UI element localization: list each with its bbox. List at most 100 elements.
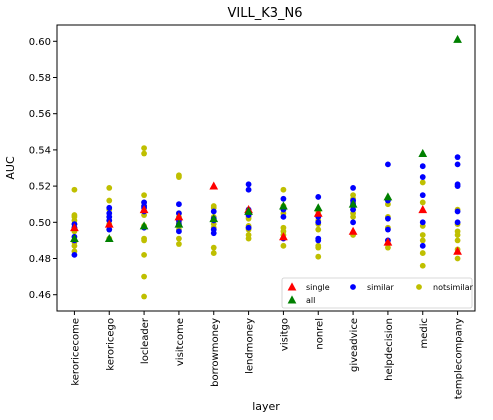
x-tick-label: lendmoney — [245, 318, 256, 374]
point-single — [174, 212, 184, 221]
point-single — [453, 246, 462, 255]
y-axis: 0.46 0.48 0.50 0.52 0.54 0.56 0.58 0.60 — [29, 37, 57, 301]
point-notsimilar — [419, 232, 426, 238]
x-axis: keroricecome keroricego locleader visitcome… — [70, 311, 465, 399]
y-tick-label: 0.48 — [29, 254, 51, 265]
y-tick-label: 0.56 — [29, 109, 51, 120]
chart-title: VILL_K3_N6 — [227, 6, 302, 21]
point-all — [139, 221, 149, 230]
legend-box — [281, 277, 473, 309]
point-notsimilar — [210, 244, 217, 251]
point-all — [209, 214, 219, 223]
point-similar — [106, 226, 113, 233]
legend-marker-single — [287, 282, 297, 291]
point-similar — [419, 242, 426, 249]
point-similar — [419, 192, 426, 199]
x-tick-label: templecompany — [454, 318, 465, 399]
x-tick-label: borrowmoney — [210, 318, 221, 387]
point-notsimilar — [176, 235, 182, 242]
x-tick-label: keroricego — [105, 318, 116, 371]
point-notsimilar — [210, 250, 217, 256]
legend-marker-all — [287, 295, 297, 304]
y-tick-label: 0.60 — [29, 37, 51, 48]
point-notsimilar — [141, 293, 147, 300]
point-similar — [454, 219, 461, 226]
x-tick-label: giveadvice — [349, 318, 360, 372]
y-axis-label: AUC — [4, 156, 17, 180]
x-tick-label: nonrel — [314, 318, 325, 350]
point-similar — [245, 186, 252, 193]
x-tick-label: visitcome — [175, 318, 186, 366]
point-similar — [385, 226, 391, 233]
point-similar — [106, 210, 113, 217]
point-similar — [280, 195, 287, 202]
point-notsimilar — [141, 273, 147, 280]
y-tick-label: 0.54 — [29, 145, 51, 156]
point-notsimilar — [245, 232, 252, 238]
point-single — [418, 205, 428, 214]
point-notsimilar — [419, 262, 426, 269]
point-notsimilar — [315, 253, 322, 260]
point-notsimilar — [141, 145, 147, 151]
point-similar — [419, 174, 426, 180]
point-notsimilar — [141, 235, 147, 242]
point-notsimilar — [419, 237, 426, 244]
point-similar — [350, 206, 356, 213]
point-all — [174, 219, 184, 228]
x-tick-label: locleader — [140, 317, 151, 364]
point-notsimilar — [280, 186, 287, 193]
point-single — [139, 205, 149, 214]
point-similar — [350, 219, 356, 226]
point-notsimilar — [315, 226, 322, 233]
point-similar — [419, 163, 426, 170]
x-axis-label: layer — [252, 400, 280, 413]
point-notsimilar — [210, 203, 217, 209]
point-similar — [245, 181, 252, 188]
point-similar — [210, 208, 217, 215]
x-tick-label: keroricecome — [70, 318, 81, 386]
point-notsimilar — [141, 192, 147, 199]
point-notsimilar — [419, 179, 426, 186]
point-notsimilar — [419, 250, 426, 256]
point-all — [418, 148, 428, 157]
point-all — [279, 201, 288, 210]
legend-label-all: all — [306, 296, 315, 305]
point-similar — [454, 208, 461, 215]
point-notsimilar — [454, 255, 461, 262]
y-tick-label: 0.50 — [29, 218, 51, 229]
x-tick-label: helpdecision — [384, 318, 395, 381]
point-similar — [315, 194, 322, 200]
point-notsimilar — [71, 212, 78, 218]
legend-marker-similar — [350, 284, 356, 290]
point-single — [313, 208, 323, 217]
point-notsimilar — [106, 197, 113, 204]
x-tick-label: visitgo — [279, 318, 290, 351]
point-similar — [176, 228, 182, 235]
point-notsimilar — [419, 199, 426, 206]
point-similar — [454, 181, 461, 188]
point-single — [70, 223, 79, 232]
legend-marker-notsimilar — [416, 284, 422, 290]
point-similar — [350, 185, 356, 191]
legend: single all similar notsimilar — [281, 277, 474, 309]
y-tick-label: 0.52 — [29, 182, 51, 193]
point-all — [453, 34, 462, 43]
point-all — [383, 192, 393, 201]
point-notsimilar — [176, 241, 182, 247]
point-similar — [245, 224, 252, 231]
point-notsimilar — [350, 192, 356, 199]
legend-label-similar: similar — [367, 283, 395, 292]
point-similar — [210, 226, 217, 233]
point-all — [313, 203, 323, 212]
point-similar — [106, 204, 113, 211]
point-single — [104, 219, 114, 228]
point-all — [244, 206, 253, 215]
data-points — [70, 34, 462, 300]
point-all — [70, 233, 79, 243]
legend-label-notsimilar: notsimilar — [433, 283, 474, 292]
point-single — [209, 181, 219, 190]
y-tick-label: 0.58 — [29, 73, 51, 84]
point-notsimilar — [106, 185, 113, 191]
point-similar — [71, 251, 78, 258]
